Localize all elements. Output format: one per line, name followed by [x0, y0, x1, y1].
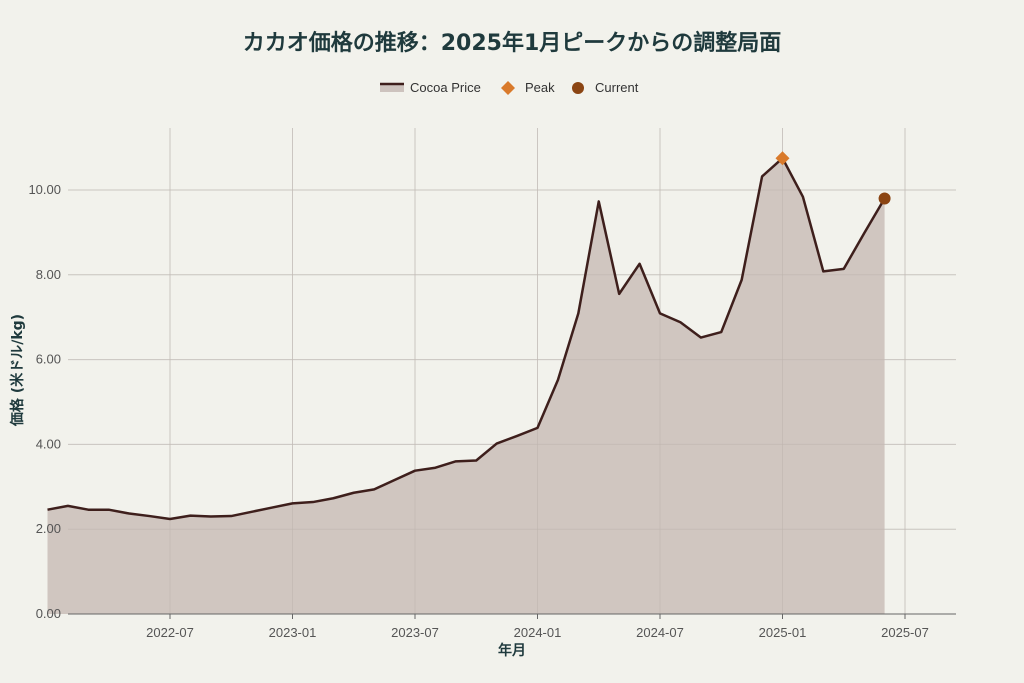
y-tick-label: 2.00: [36, 521, 61, 536]
y-tick-label: 10.00: [28, 182, 61, 197]
axes: 0.00 2.00 4.00 6.00 8.00 10.00 2022-07 2023-01 2…: [28, 182, 956, 640]
chart-title: カカオ価格の推移：2025年1月ピークからの調整局面: [243, 30, 782, 56]
x-tick-label: 2024-07: [636, 625, 684, 640]
x-tick-label: 2023-01: [269, 625, 317, 640]
markers: [775, 151, 891, 205]
x-axis-title: 年月: [498, 642, 526, 659]
cocoa-price-area: [47, 158, 885, 614]
x-tick-label: 2023-07: [391, 625, 439, 640]
y-tick-label: 4.00: [36, 436, 61, 451]
y-tick-label: 6.00: [36, 352, 61, 367]
legend-marker-peak: [501, 81, 515, 95]
y-tick-label: 8.00: [36, 267, 61, 282]
legend-label-peak: Peak: [525, 80, 555, 95]
cocoa-price-line: [47, 156, 886, 521]
peak-marker: [775, 151, 790, 166]
x-tick-label: 2024-01: [514, 625, 562, 640]
y-axis-title: 価格 (米ドル/kg): [9, 314, 26, 427]
x-tick-label: 2022-07: [146, 625, 194, 640]
y-tick-label: 0.00: [36, 606, 61, 621]
legend-label-cocoa-price: Cocoa Price: [410, 80, 481, 95]
area-layer: [47, 128, 956, 614]
x-tick-label: 2025-01: [759, 625, 807, 640]
legend-label-current: Current: [595, 80, 639, 95]
current-marker: [878, 192, 891, 205]
legend: Cocoa Price Peak Current: [380, 80, 639, 95]
legend-swatch-cocoa-price: [380, 84, 404, 92]
legend-marker-current: [572, 82, 584, 94]
x-tick-label: 2025-07: [881, 625, 929, 640]
